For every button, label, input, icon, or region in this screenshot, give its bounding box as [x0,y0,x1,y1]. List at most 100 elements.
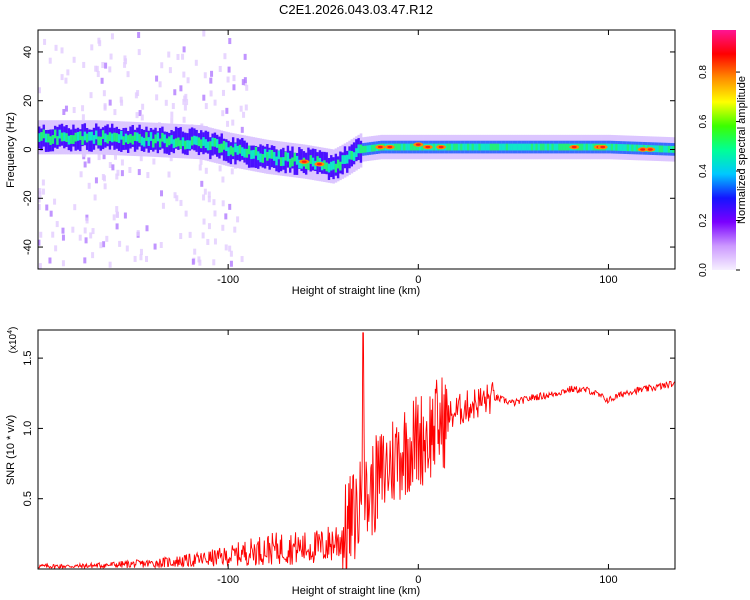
ridge-core [330,161,333,171]
noise-speck [101,62,105,69]
ridge-core [129,133,132,143]
noise-speck [197,256,201,263]
ridge-core [76,132,80,141]
ridge-core [492,143,495,151]
noise-speck [104,62,108,69]
noise-speck [99,242,103,249]
noise-speck [119,96,123,103]
ridge-core [279,157,283,167]
noise-speck [87,182,91,189]
ridge-core [58,129,61,139]
ridge-core [309,155,312,164]
noise-speck [175,195,179,202]
noise-speck [179,199,183,206]
noise-speck [108,161,112,168]
ridge-core [304,160,308,169]
noise-speck [89,92,93,99]
ridge-core [512,143,516,151]
noise-speck [193,248,197,255]
ridge-core [277,150,280,160]
noise-speck [48,257,52,264]
noise-speck [82,61,86,68]
noise-speck [73,204,77,211]
bottom-x-ticks: -100 0 100 [217,330,618,586]
noise-speck [203,72,207,79]
ridge-core [362,145,365,153]
noise-speck [210,70,214,77]
ridge-core [396,143,399,151]
noise-speck [108,261,112,268]
ridge-band [268,147,271,170]
noise-speck [137,32,141,39]
noise-speck [186,77,190,84]
noise-speck [183,104,187,111]
noise-speck [139,155,143,162]
top-y-ticks: -40 -20 0 20 40 [22,46,675,255]
ridge-core [352,152,356,161]
ridge-core [663,145,666,153]
noise-speck [243,77,247,84]
noise-speck [226,120,230,127]
ridge-core [273,152,276,161]
noise-speck [97,37,101,44]
ridge-core [163,134,166,144]
noise-speck [242,111,246,118]
ridge-core [168,136,171,146]
ridge-core [266,151,269,161]
ridge-band [298,147,301,170]
ridge-core [336,159,340,169]
noise-speck [202,30,206,37]
noise-speck [155,75,159,82]
noise-speck [135,112,139,119]
ridge-core [658,145,662,153]
noise-speck [206,238,210,245]
ridge-core [334,163,338,173]
noise-speck [188,231,192,238]
ridge-core [524,143,527,151]
ridge-core [555,143,559,151]
bottom-y-axis-label: SNR (10 * v/v) [5,415,17,485]
ridge-core [79,131,82,141]
noise-speck [184,93,188,100]
noise-speck [108,66,112,73]
ridge-core [204,139,207,149]
noise-speck [184,210,188,217]
ridge-core [190,136,194,146]
snr-panel: -100 0 100 0.5 1.0 1.5 Height of straight li… [5,327,676,597]
ridge-core [53,129,57,139]
hot-spot-core [438,145,444,149]
y-multiplier-label: (x104) [7,327,19,354]
ridge-core [259,153,262,163]
ridge-core [231,147,235,157]
ridge-core [521,143,525,151]
noise-speck [170,111,174,118]
noise-speck [160,190,164,197]
noise-speck [167,51,171,58]
ridge-core [514,143,518,151]
noise-speck [115,173,119,180]
noise-speck [218,165,222,172]
hot-spot-core [425,145,431,149]
ridge-core [323,160,326,170]
noise-speck [84,237,88,244]
noise-speck [229,250,233,257]
ridge-core [635,144,639,152]
ridge-core [357,144,360,154]
ridge-core [453,143,456,151]
ridge-core [67,135,71,145]
ridge-core [291,157,294,167]
noise-speck [79,171,83,178]
ridge-core [619,144,623,151]
noise-speck [221,200,225,207]
noise-speck [239,105,243,112]
ridge-core [348,150,351,160]
y-tick-label: 1.0 [22,421,34,436]
ridge-core [60,132,64,142]
noise-speck [38,263,42,269]
ridge-core [451,143,454,151]
ridge-core [81,136,84,145]
ridge-core [69,135,73,144]
noise-speck [243,53,247,60]
hot-spot-core [301,160,307,163]
ridge-core [186,140,189,149]
